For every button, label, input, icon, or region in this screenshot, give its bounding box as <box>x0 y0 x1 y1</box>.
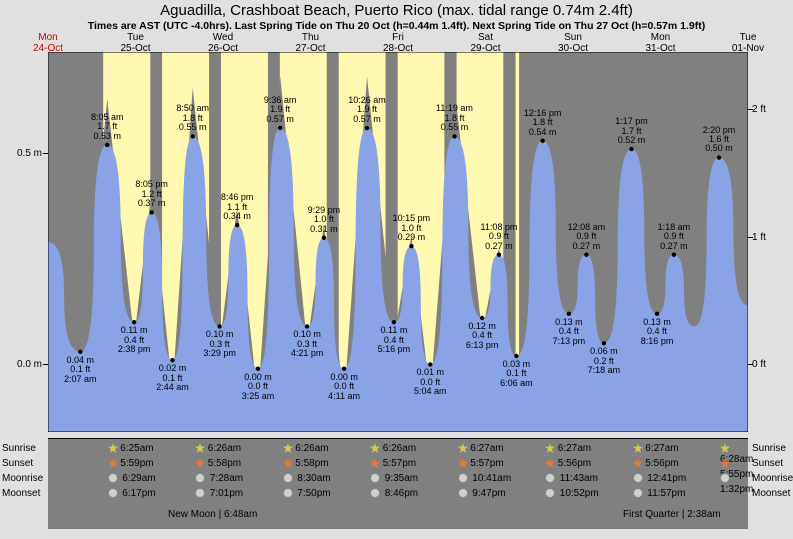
moonset-time: 10:52pm <box>545 488 599 499</box>
tide-extrema-label: 0.13 m0.4 ft7:13 pm <box>553 318 586 346</box>
moonset-time: 7:01pm <box>195 488 243 499</box>
tick <box>43 364 48 365</box>
sunset-time: 5:57pm <box>458 458 504 469</box>
y-right-tick-3: 0 ft <box>752 359 792 370</box>
chart-title: Aguadilla, Crashboat Beach, Puerto Rico … <box>0 2 793 19</box>
tide-extrema-label: 0.04 m0.1 ft2:07 am <box>64 356 97 384</box>
tide-extrema-label: 12:16 pm1.8 ft0.54 m <box>524 109 562 137</box>
tick <box>43 153 48 154</box>
moonrise-time: 10:41am <box>458 473 512 484</box>
tick <box>748 237 753 238</box>
tick <box>748 364 753 365</box>
tide-extrema-label: 0.12 m0.4 ft6:13 pm <box>466 322 499 350</box>
tide-extrema-label: 12:08 am0.9 ft0.27 m <box>568 223 606 251</box>
tide-extrema-label: 0.13 m0.4 ft8:16 pm <box>641 318 674 346</box>
day-label: Sat29-Oct <box>456 32 516 54</box>
sun-moon-panel: SunriseSunsetMoonriseMoonset SunriseSuns… <box>48 438 748 529</box>
sunrise-time: 6:27am <box>633 443 679 454</box>
tide-extrema-label: 8:46 pm1.1 ft0.34 m <box>221 193 254 221</box>
day-label: Tue01-Nov <box>718 32 778 54</box>
tide-extrema-label: 8:05 am1.7 ft0.53 m <box>91 113 124 141</box>
tide-extrema-label: 0.10 m0.3 ft4:21 pm <box>291 330 324 358</box>
moonrise-time: 8:30am <box>283 473 331 484</box>
sun-moon-row-label: Sunset <box>752 458 783 469</box>
tide-extrema-label: 0.10 m0.3 ft3:29 pm <box>203 330 236 358</box>
tide-extrema-label: 1:17 pm1.7 ft0.52 m <box>615 117 648 145</box>
sunrise-time: 6:25am <box>108 443 154 454</box>
sun-moon-row-label: Moonrise <box>752 473 793 484</box>
y-left-tick-2: 0.0 m <box>2 359 42 370</box>
day-label: Mon24-Oct <box>18 32 78 54</box>
sunset-time: 5:58pm <box>283 458 329 469</box>
moon-phase-label: New Moon | 6:48am <box>168 509 257 520</box>
tide-extrema-label: 0.11 m0.4 ft5:16 pm <box>378 326 411 354</box>
day-label: Mon31-Oct <box>631 32 691 54</box>
sun-moon-row-label: Moonset <box>2 488 40 499</box>
tide-extrema-label: 0.01 m0.0 ft5:04 am <box>414 368 447 396</box>
moonrise-time: 7:28am <box>195 473 243 484</box>
sunrise-time: 6:26am <box>195 443 241 454</box>
day-label: Sun30-Oct <box>543 32 603 54</box>
moonrise-time: 9:35am <box>370 473 418 484</box>
sunrise-time: 6:26am <box>283 443 329 454</box>
tide-extrema-label: 9:29 pm1.0 ft0.31 m <box>308 206 341 234</box>
tide-extrema-label: 10:26 am1.9 ft0.57 m <box>348 96 386 124</box>
moonset-time: 7:50pm <box>283 488 331 499</box>
sun-moon-row-label: Moonrise <box>2 473 43 484</box>
moonset-time: 11:57pm <box>633 488 686 499</box>
plot-area: 0.04 m0.1 ft2:07 am 8:05 am1.7 ft0.53 m 0.… <box>48 52 748 432</box>
sun-moon-row-label: Sunrise <box>752 443 786 454</box>
tide-extrema-label: 8:50 am1.8 ft0.55 m <box>176 104 209 132</box>
tick <box>748 109 753 110</box>
tide-extrema-label: 11:19 am1.8 ft0.55 m <box>436 104 473 132</box>
moonrise-time: 6:29am <box>108 473 156 484</box>
day-label: Wed26-Oct <box>193 32 253 54</box>
tide-extrema-label: 8:05 pm1.2 ft0.37 m <box>135 180 168 208</box>
tide-extrema-label: 10:15 pm1.0 ft0.29 m <box>393 214 431 242</box>
tide-extrema-label: 9:36 am1.9 ft0.57 m <box>264 96 297 124</box>
moonset-time: 9:47pm <box>458 488 506 499</box>
sunrise-time: 6:27am <box>545 443 591 454</box>
y-right-tick-1: 2 ft <box>752 104 792 115</box>
sun-moon-row-label: Sunset <box>2 458 33 469</box>
tide-extrema-label: 0.03 m0.1 ft6:06 am <box>500 360 533 388</box>
tide-extrema-label: 0.06 m0.2 ft7:18 am <box>588 347 621 375</box>
day-label: Tue25-Oct <box>106 32 166 54</box>
tide-extrema-label: 0.00 m0.0 ft4:11 am <box>328 373 360 401</box>
sunrise-time: 6:27am <box>458 443 504 454</box>
moonset-time: 6:17pm <box>108 488 156 499</box>
sunset-time: 5:57pm <box>370 458 416 469</box>
sunset-time: 5:56pm <box>633 458 679 469</box>
tide-extrema-label: 11:08 pm0.9 ft0.27 m <box>480 223 517 251</box>
sunset-time: 5:59pm <box>108 458 154 469</box>
day-label: Thu27-Oct <box>281 32 341 54</box>
moonrise-time: 11:43am <box>545 473 598 484</box>
moonrise-time: 1:32pm <box>720 473 753 495</box>
tide-chart: Aguadilla, Crashboat Beach, Puerto Rico … <box>0 0 793 539</box>
chart-subtitle: Times are AST (UTC -4.0hrs). Last Spring… <box>0 20 793 32</box>
sunset-time: 5:56pm <box>545 458 591 469</box>
sun-moon-row-label: Sunrise <box>2 443 36 454</box>
moonset-time: 8:46pm <box>370 488 418 499</box>
sunset-time: 5:58pm <box>195 458 241 469</box>
tide-extrema-label: 1:18 am0.9 ft0.27 m <box>658 223 691 251</box>
tide-extrema-label: 0.00 m0.0 ft3:25 am <box>242 373 275 401</box>
moonrise-time: 12:41pm <box>633 473 687 484</box>
y-left-tick-1: 0.5 m <box>2 148 42 159</box>
day-label: Fri28-Oct <box>368 32 428 54</box>
sun-moon-row-label: Moonset <box>752 488 790 499</box>
tide-extrema-label: 0.02 m0.1 ft2:44 am <box>156 364 189 392</box>
moon-phase-label: First Quarter | 2:38am <box>623 509 721 520</box>
tide-extrema-label: 0.11 m0.4 ft2:38 pm <box>118 326 151 354</box>
sunrise-time: 6:26am <box>370 443 416 454</box>
y-right-tick-2: 1 ft <box>752 232 792 243</box>
tide-extrema-label: 2:20 pm1.6 ft0.50 m <box>703 126 736 154</box>
